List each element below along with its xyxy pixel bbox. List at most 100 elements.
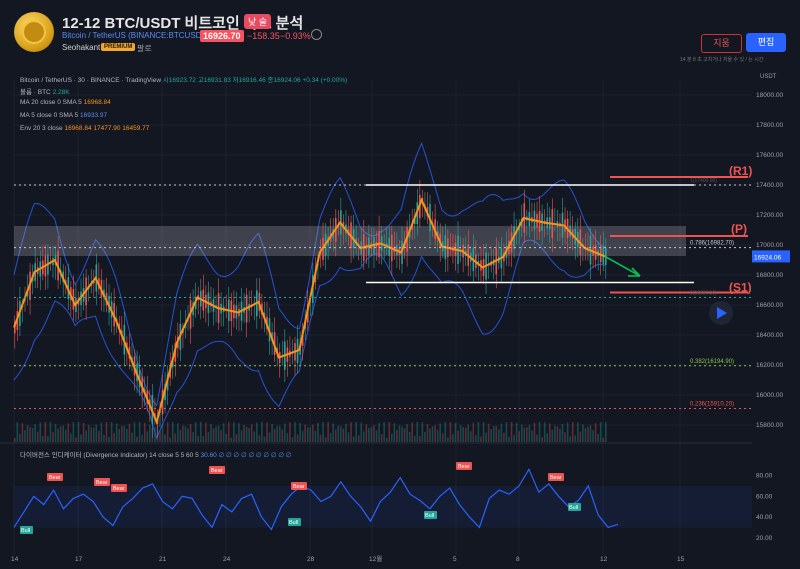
volume-bar [515,422,518,442]
volume-bar [605,422,607,442]
volume-bar [554,425,556,442]
volume-bar [383,422,385,442]
volume-bar [120,425,123,442]
volume-bar [194,422,197,442]
volume-bar [169,437,171,442]
volume-bar [210,424,212,442]
volume-bar [220,429,222,442]
ohlc-values: 시16923.72 고16931.83 저16916.46 종16924.06 … [162,77,348,84]
volume-bar [462,427,464,442]
volume-bar [207,431,210,442]
volume-bar [299,422,301,442]
volume-bar [143,422,146,442]
r1-label: (R1) [729,164,752,178]
volume-bar [324,437,327,442]
volume-bar [477,422,480,442]
volume-bar [556,426,559,442]
volume-bar [347,432,350,442]
symbol-legend: Bitcoin / TetherUS · 30 · BINANCE · Trad… [20,77,162,84]
edit-button[interactable]: 편집 [746,33,786,52]
volume-bar [100,422,103,442]
volume-bar [329,433,332,442]
delete-button[interactable]: 지움 [701,34,742,53]
volume-bar [393,423,396,442]
volume-bar [39,422,42,442]
y-tick-label: 17200.00 [756,212,783,219]
bull-marker [288,518,301,526]
volume-bar [408,431,411,442]
volume-bar [375,430,378,442]
bear-marker [456,462,472,470]
volume-bar [110,422,113,442]
volume-bar [67,423,70,442]
volume-bar [164,434,166,442]
volume-bar [464,427,467,442]
volume-bar [47,436,49,442]
volume-bar [370,426,373,442]
volume-bar [541,437,543,442]
volume-bar [238,423,240,442]
volume-bar [136,436,138,442]
volume-bar [403,428,406,442]
volume-bar [26,425,29,442]
volume-legend: 볼륨 · BTC 2.28K [20,86,70,96]
volume-bar [576,422,579,442]
volume-bar [495,425,498,442]
volume-bar [309,427,312,442]
x-tick-label: 12월 [369,554,382,563]
volume-bar [174,433,177,442]
bear-marker [111,484,127,492]
volume-bar [75,437,77,442]
play-icon [717,307,727,319]
bull-label: Bull [569,505,578,511]
bull-marker [568,503,581,511]
price-chart-svg[interactable]: (R1) (P) (S1) 0.786(16982.70) 0.382(16194.90… [0,68,800,564]
volume-bar [184,426,187,442]
volume-bar [431,426,434,442]
volume-bar [424,432,426,442]
y-tick-label: 16400.00 [756,332,783,339]
follow-button[interactable]: 팔로 [137,44,152,53]
x-tick-label: 14 [11,556,19,563]
bear-marker [94,478,110,486]
bull-marker [424,511,437,519]
volume-bar [444,422,447,442]
volume-bar [128,423,131,442]
volume-bar [19,433,21,442]
volume-bar [574,435,577,442]
volume-bar [276,426,278,442]
volume-bar [215,426,217,442]
y-tick-label: 16800.00 [756,272,783,279]
bear-label: Bear [293,484,305,490]
x-tick-label: 28 [307,556,315,563]
volume-bar [70,433,72,442]
volume-bar [357,435,360,442]
volume-bar [261,422,263,442]
volume-bar [197,436,200,442]
volume-bar [518,431,520,442]
volume-bar [159,430,161,442]
volume-bar [141,435,143,442]
volume-bar [426,424,429,442]
volume-bar [36,431,39,442]
volume-bar [322,422,324,442]
volume-bar [362,431,365,442]
symbol-link[interactable]: Bitcoin / TetherUS (BINANCE:BTCUSDT) [62,31,209,40]
volume-bar [126,428,128,442]
x-tick-label: 24 [223,556,231,563]
bitcoin-logo-icon [14,12,54,52]
author-name[interactable]: Seohakant [62,43,101,52]
volume-bar [500,423,503,442]
chart-legend-main: Bitcoin / TetherUS · 30 · BINANCE · Trad… [20,74,347,84]
y-axis-unit: USDT [760,74,777,80]
chart-area[interactable]: (R1) (P) (S1) 0.786(16982.70) 0.382(16194.90… [0,68,800,564]
volume-bar [360,422,363,442]
volume-bar [177,423,179,442]
volume-bar [225,433,228,442]
volume-bar [551,429,554,442]
ma20-line [13,197,606,426]
indicator-params: 14 close 5 5 60 5 [149,452,199,459]
volume-bar [154,427,156,442]
volume-bar [192,432,194,442]
volume-bar [482,422,485,442]
